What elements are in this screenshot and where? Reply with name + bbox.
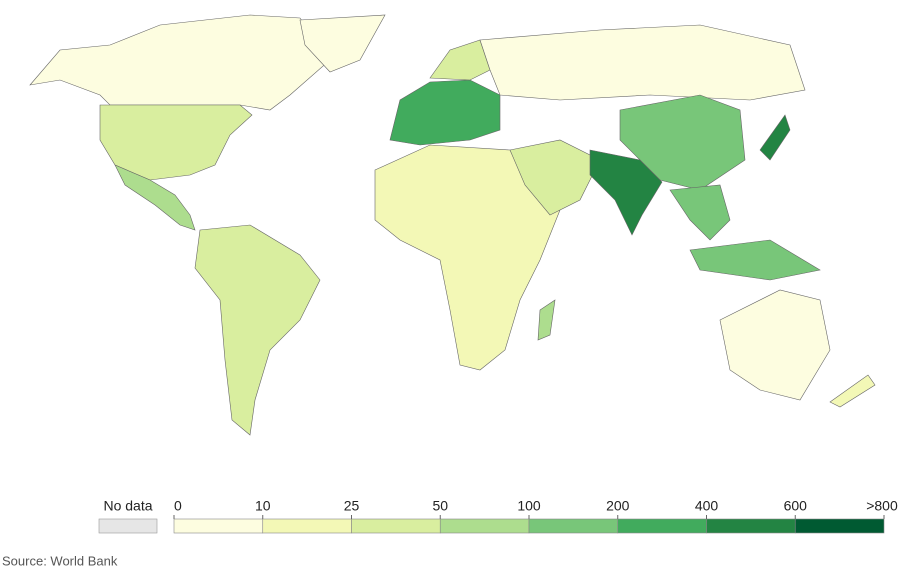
legend-swatch (528, 518, 619, 534)
country (114, 164, 196, 231)
country (669, 184, 731, 241)
country (194, 224, 321, 436)
country (537, 299, 556, 341)
legend-tick-label: 50 (432, 498, 448, 514)
legend-swatch (706, 518, 796, 534)
legend-tick-label: 25 (344, 498, 360, 514)
legend-tick-label: 0 (174, 498, 182, 514)
legend-tick-label: 400 (695, 498, 719, 514)
country (99, 104, 253, 181)
country (509, 139, 601, 216)
legend-tick-label: 100 (517, 498, 541, 514)
country (719, 289, 831, 401)
legend-tick-label: 10 (255, 498, 271, 514)
legend-tick-label: 200 (606, 498, 630, 514)
country (589, 149, 663, 236)
country (429, 39, 491, 81)
legend-tick-label: >800 (866, 498, 898, 514)
no-data-swatch (98, 518, 158, 534)
legend-swatch (173, 518, 264, 534)
legend-swatch (262, 518, 352, 534)
country (479, 24, 806, 101)
no-data-label: No data (103, 498, 152, 514)
legend: No data 0 10 25 50 100 200 400 600 >800 (98, 498, 898, 534)
legend-swatch (794, 518, 885, 534)
world-map (29, 14, 876, 436)
country (29, 14, 331, 111)
legend-tick-label: 600 (784, 498, 808, 514)
source-note: Source: World Bank (2, 553, 118, 568)
country (829, 374, 876, 408)
legend-swatch (351, 518, 441, 534)
country (389, 79, 501, 146)
legend-swatch (439, 518, 530, 534)
legend-swatch (617, 518, 707, 534)
country (689, 239, 821, 281)
country (299, 14, 386, 73)
country (759, 114, 791, 161)
